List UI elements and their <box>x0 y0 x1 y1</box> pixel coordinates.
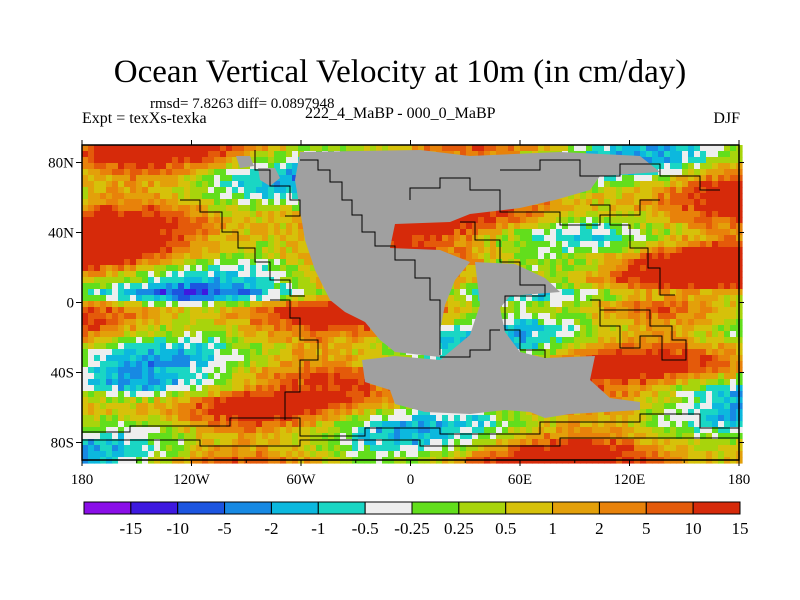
colorbar-swatch <box>645 501 694 515</box>
coastlines <box>82 150 739 447</box>
colorbar-swatch <box>364 501 413 515</box>
colorbar-label: -10 <box>166 519 189 538</box>
y-tick-label: 40N <box>48 226 74 242</box>
x-tick-label: 60W <box>286 472 316 488</box>
coastline-segment <box>500 159 720 191</box>
colorbar-label: 0.25 <box>444 519 474 538</box>
colorbar-label: -0.5 <box>352 519 379 538</box>
y-tick-label: 40S <box>51 366 74 382</box>
colorbar-swatch <box>317 501 366 515</box>
coastline-segment <box>300 159 441 355</box>
colorbar: -15 -10 -5 -2 -1 -0.5 -0.25 0.25 0.5 1 2 5 10 15 <box>83 501 749 538</box>
colorbar-swatch <box>692 501 741 515</box>
colorbar-label: 1 <box>548 519 557 538</box>
colorbar-label: -2 <box>264 519 278 538</box>
colorbar-swatch <box>270 501 319 515</box>
colorbar-label: 15 <box>732 519 749 538</box>
colorbar-label: 0.5 <box>495 519 516 538</box>
colorbar-label: -1 <box>311 519 325 538</box>
x-tick-label: 0 <box>407 472 415 488</box>
run-comparison-label: 222_4_MaBP - 000_0_MaBP <box>305 105 496 122</box>
land-polygon <box>258 168 280 186</box>
chart-title: Ocean Vertical Velocity at 10m (in cm/da… <box>113 54 687 90</box>
land-polygon <box>362 262 640 418</box>
colorbar-label: -15 <box>120 519 143 538</box>
coastline-segment <box>82 413 739 437</box>
land-polygon <box>295 150 660 357</box>
colorbar-swatch <box>598 501 647 515</box>
coastline-segment <box>254 150 301 217</box>
land-polygon <box>236 156 254 168</box>
x-tick-label: 120E <box>614 472 646 488</box>
x-tick-label: 180 <box>71 472 94 488</box>
colorbar-label: 5 <box>642 519 651 538</box>
colorbar-swatch <box>552 501 600 515</box>
x-tick-label: 60E <box>508 472 532 488</box>
colorbar-swatch <box>130 501 179 515</box>
colorbar-label: 2 <box>595 519 604 538</box>
coastline-segment <box>590 204 675 296</box>
coastline-segment <box>440 329 500 358</box>
y-tick-label: 80N <box>48 156 74 172</box>
coastline-segment <box>409 177 660 226</box>
experiment-label: Expt = texXs-texka <box>82 110 207 127</box>
colorbar-swatch <box>411 501 460 515</box>
colorbar-swatch <box>224 501 272 515</box>
coastline-segment <box>460 221 546 358</box>
season-label: DJF <box>713 110 740 127</box>
y-tick-label: 80S <box>51 436 74 452</box>
coastline-segment <box>180 199 305 297</box>
coastline-segment <box>82 437 739 447</box>
coastline-segment <box>590 299 687 361</box>
colorbar-swatch <box>505 501 554 515</box>
colorbar-label: 10 <box>685 519 702 538</box>
x-tick-label: 180 <box>728 472 751 488</box>
land-mask <box>236 150 660 418</box>
coastline-segment <box>270 299 319 420</box>
axis-ticks: 180 120W 60W 0 60E 120E 180 80N 40N 0 40S 80S <box>48 140 750 488</box>
colorbar-swatch <box>83 501 132 515</box>
colorbar-label: -5 <box>217 519 231 538</box>
colorbar-swatch <box>458 501 507 515</box>
colorbar-label: -0.25 <box>394 519 429 538</box>
y-tick-label: 0 <box>67 296 75 312</box>
colorbar-swatch <box>177 501 226 515</box>
rmsd-diff-stats: rmsd= 7.8263 diff= 0.0897948 <box>150 96 335 112</box>
x-tick-label: 120W <box>173 472 211 488</box>
